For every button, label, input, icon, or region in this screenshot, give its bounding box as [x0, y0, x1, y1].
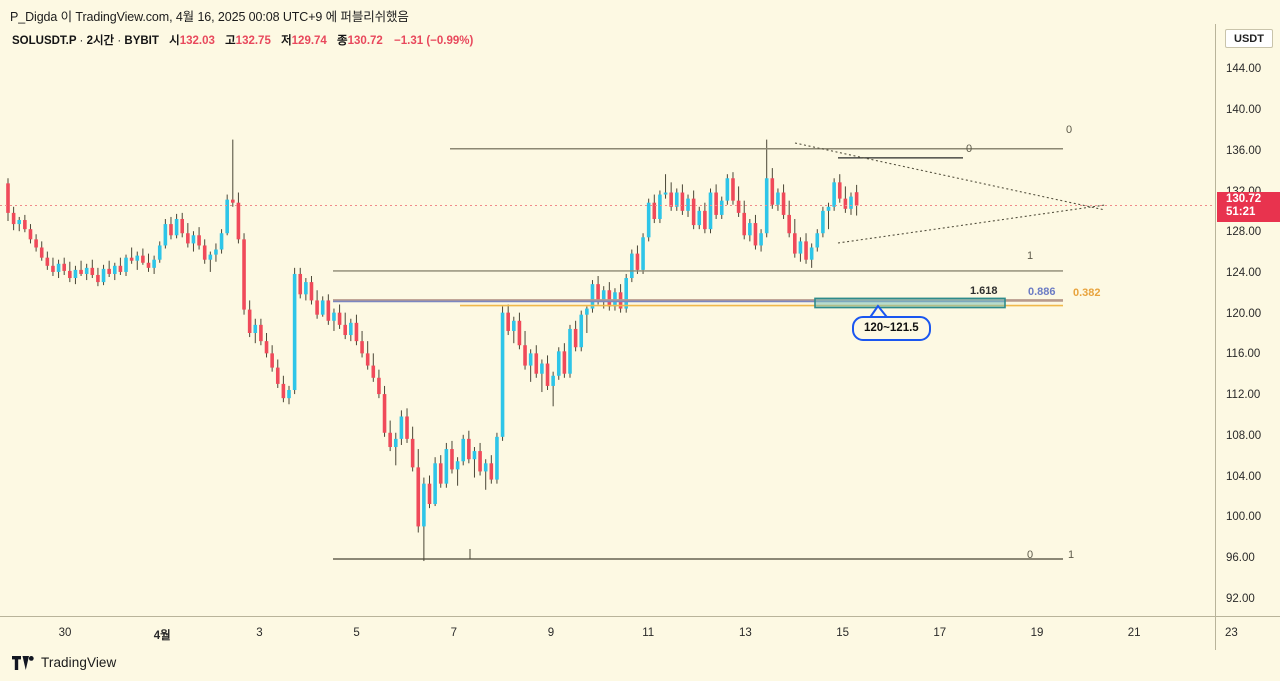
chart-plot-area[interactable] — [0, 50, 1215, 616]
time-tick: 21 — [1127, 627, 1141, 639]
wedge-upper — [794, 142, 1106, 211]
exchange-label[interactable]: BYBIT — [124, 35, 159, 47]
time-tick: 23 — [1224, 627, 1238, 639]
time-tick: 4월 — [153, 630, 171, 642]
demand-zone-callout: 120~121.5 — [852, 316, 931, 341]
currency-chip: USDT — [1225, 29, 1273, 48]
overlays — [0, 142, 1215, 560]
demand-zone — [814, 297, 1006, 309]
price-tick: 112.00 — [1226, 389, 1261, 402]
symbol-info-bar: SOLUSDT.P · 2시간 · BYBIT 시132.03 고132.75 … — [12, 32, 473, 48]
axis-corner — [1215, 616, 1216, 650]
price-tick: 120.00 — [1226, 307, 1262, 320]
tradingview-footer: TradingView — [12, 655, 116, 670]
price-tick: 108.00 — [1226, 429, 1262, 442]
symbol-ticker[interactable]: SOLUSDT.P — [12, 35, 77, 47]
high-value: 132.75 — [235, 35, 271, 47]
time-tick: 13 — [738, 627, 752, 639]
price-tick: 144.00 — [1226, 63, 1262, 76]
candlestick-canvas — [0, 139, 1215, 562]
level-label-top: 0 — [1066, 124, 1073, 136]
price-tick: 92.00 — [1226, 592, 1255, 605]
change-value: −1.31 (−0.99%) — [394, 35, 474, 47]
current-price-value: 130.72 — [1226, 192, 1262, 205]
high-label: 고 — [225, 35, 236, 47]
level-label-resistance: 1 — [1027, 250, 1034, 262]
time-tick: 30 — [58, 627, 72, 639]
fib-label-1618: 1.618 — [970, 285, 998, 297]
price-tick: 124.00 — [1226, 266, 1262, 279]
time-axis[interactable]: 30 4월 3 5 7 9 11 13 15 17 19 21 23 — [0, 616, 1280, 650]
price-tick: 116.00 — [1226, 348, 1261, 361]
tradingview-wordmark: TradingView — [41, 655, 117, 670]
price-tick: 96.00 — [1226, 551, 1255, 564]
price-tick: 128.00 — [1226, 226, 1262, 239]
open-label: 시 — [169, 35, 180, 47]
separator-1: · — [79, 35, 84, 47]
time-tick: 11 — [642, 627, 655, 639]
open-value: 132.03 — [179, 35, 215, 47]
price-tick: 104.00 — [1226, 470, 1262, 483]
separator-2: · — [117, 35, 122, 47]
price-axis[interactable]: USDT 144.00140.00136.00132.00128.00124.0… — [1215, 24, 1280, 618]
close-label: 종 — [337, 35, 348, 47]
time-tick: 7 — [450, 627, 457, 639]
bottom-label-1: 1 — [1068, 549, 1075, 561]
close-value: 130.72 — [347, 35, 383, 47]
current-price-badge: 130.72 51:21 — [1217, 191, 1280, 222]
low-value: 129.74 — [291, 35, 327, 47]
time-tick: 15 — [836, 627, 849, 639]
time-tick: 19 — [1030, 627, 1044, 639]
low-label: 저 — [281, 35, 292, 47]
level-label-top2: 0 — [966, 143, 973, 155]
time-tick: 3 — [256, 627, 263, 639]
time-tick: 5 — [353, 627, 360, 639]
price-tick: 140.00 — [1226, 104, 1262, 117]
interval-label[interactable]: 2시간 — [86, 35, 115, 47]
fib-label-0886: 0.886 — [1028, 286, 1056, 298]
price-tick: 136.00 — [1226, 144, 1262, 157]
bar-countdown: 51:21 — [1226, 206, 1256, 219]
wedge-lower — [837, 204, 1106, 244]
fib-label-0382: 0.382 — [1073, 287, 1101, 299]
price-tick: 100.00 — [1226, 511, 1262, 524]
time-tick: 17 — [933, 627, 947, 639]
tradingview-logo-icon — [12, 655, 34, 670]
time-tick: 9 — [547, 627, 555, 639]
publish-info: P_Digda 이 TradingView.com, 4월 16, 2025 0… — [10, 10, 409, 24]
bottom-label-0: 0 — [1027, 549, 1034, 561]
candles — [6, 139, 859, 562]
